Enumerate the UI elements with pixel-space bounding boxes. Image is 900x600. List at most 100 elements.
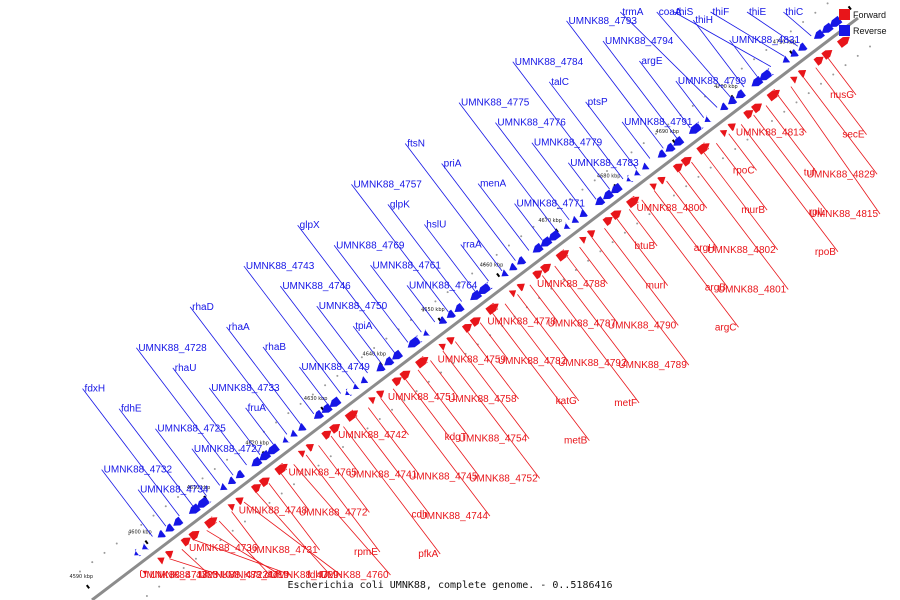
reverse-gene-arrow	[392, 349, 404, 360]
forward-gene-arrow	[508, 290, 517, 298]
reverse-gene-arrow	[290, 429, 298, 437]
track-dot	[164, 505, 167, 508]
track-dot	[378, 418, 381, 421]
track-dot	[329, 455, 332, 458]
forward-gene-label: UMNK88_4729	[270, 570, 339, 581]
forward-leader-line	[815, 67, 867, 135]
forward-gene-label: UMNK88_4789	[618, 360, 687, 371]
kbp-tick-label: 4700 kbp	[714, 84, 738, 90]
forward-gene-label: UMNK88_4754	[459, 434, 528, 445]
reverse-gene-label: fruA	[248, 403, 267, 414]
track-dot	[391, 408, 394, 411]
track-dot	[807, 92, 810, 95]
track-dot	[342, 445, 345, 448]
forward-gene-label: UMNK88_4760	[320, 570, 389, 581]
forward-gene-label: murI	[646, 281, 666, 292]
reverse-gene-arrow	[657, 149, 667, 158]
forward-leader-line	[355, 416, 430, 515]
reverse-gene-arrow	[563, 222, 571, 230]
forward-gene-arrow	[235, 497, 244, 505]
kbp-tick-label: 4600 kbp	[128, 529, 152, 535]
forward-gene-arrow	[602, 216, 613, 226]
reverse-gene-label: UMNK88_4769	[336, 240, 405, 251]
reverse-gene-arrow	[329, 396, 342, 407]
reverse-leader-line	[460, 244, 489, 282]
reverse-gene-label: ptsP	[588, 97, 608, 108]
forward-gene-arrow	[140, 569, 148, 578]
reverse-gene-arrow	[501, 269, 509, 277]
reverse-leader-line	[477, 183, 530, 251]
reverse-leader-line	[531, 142, 583, 210]
reverse-gene-arrow	[735, 89, 746, 99]
track-dot	[814, 11, 817, 14]
reverse-gene-arrow	[454, 302, 465, 312]
track-dot	[170, 576, 173, 579]
kbp-tick-label: 4660 kbp	[480, 262, 504, 268]
forward-leader-line	[591, 237, 690, 366]
track-dot	[655, 132, 658, 135]
forward-leader-line	[405, 379, 480, 477]
forward-gene-label: argB	[705, 283, 726, 294]
track-dot	[385, 337, 388, 340]
track-dot	[832, 73, 835, 76]
reverse-leader-line	[783, 11, 812, 37]
track-dot	[287, 412, 290, 415]
track-dot	[152, 514, 155, 517]
forward-leader-line	[417, 369, 470, 438]
track-dot	[753, 58, 756, 61]
reverse-leader-line	[621, 121, 651, 159]
reverse-gene-label: thiC	[785, 7, 803, 18]
genome-backbone-line	[91, 16, 859, 600]
kbp-tick-label: 4590 kbp	[70, 574, 94, 580]
forward-gene-label: UMNK88_4829	[807, 169, 876, 180]
reverse-gene-arrow	[235, 469, 245, 479]
track-dot	[758, 129, 761, 132]
reverse-leader-line	[243, 265, 342, 394]
forward-gene-label: murB	[741, 205, 765, 216]
reverse-gene-label: UMNK88_4779	[534, 138, 603, 149]
track-dot	[207, 548, 210, 551]
track-dot	[697, 175, 700, 178]
forward-leader-line	[318, 445, 370, 513]
forward-gene-label: rplL	[809, 207, 826, 218]
reverse-gene-label: UMNK88_4743	[246, 261, 315, 272]
forward-leader-line	[280, 473, 310, 511]
gene-labels: nusG secE UMNK88_4829 UMNK88_4815 UMNK88_481…	[85, 7, 879, 581]
track-dot	[305, 473, 308, 476]
track-dot	[642, 142, 645, 145]
forward-gene-label: metF	[614, 398, 637, 409]
forward-gene-label: fdhD	[307, 570, 328, 581]
track-dot	[660, 203, 663, 206]
reverse-leader-line	[351, 184, 449, 312]
track-dot	[685, 185, 688, 188]
reverse-gene-arrow	[477, 283, 491, 295]
reverse-leader-line	[512, 61, 610, 190]
kbp-tick-label: 4670 kbp	[538, 218, 562, 224]
forward-gene-arrow	[797, 69, 807, 78]
reverse-leader-line	[118, 408, 194, 507]
track-dot	[292, 483, 295, 486]
reverse-leader-line	[370, 265, 422, 333]
track-dot	[403, 399, 406, 402]
reverse-gene-label: UMNK88_4784	[515, 57, 584, 68]
forward-leader-line	[454, 341, 530, 439]
reverse-gene-arrow	[790, 49, 799, 57]
reverse-gene-arrow	[595, 196, 606, 206]
reverse-gene-arrow	[509, 262, 518, 271]
track-dot	[777, 39, 780, 42]
reverse-gene-label: rhaU	[175, 363, 197, 374]
forward-gene-label: argC	[715, 322, 737, 333]
forward-gene-arrow	[579, 236, 587, 244]
reverse-gene-arrow	[517, 256, 527, 265]
track-dot	[721, 157, 724, 160]
reverse-leader-line	[404, 143, 503, 272]
forward-gene-arrow	[204, 517, 217, 529]
forward-leader-line	[554, 265, 629, 364]
track-dot	[103, 551, 106, 554]
track-dot	[648, 213, 651, 216]
forward-leader-line	[641, 199, 739, 328]
reverse-gene-arrow	[728, 95, 738, 105]
forward-gene-label: secE	[842, 130, 865, 141]
forward-gene-arrow	[491, 302, 499, 311]
forward-gene-arrow	[415, 357, 428, 369]
